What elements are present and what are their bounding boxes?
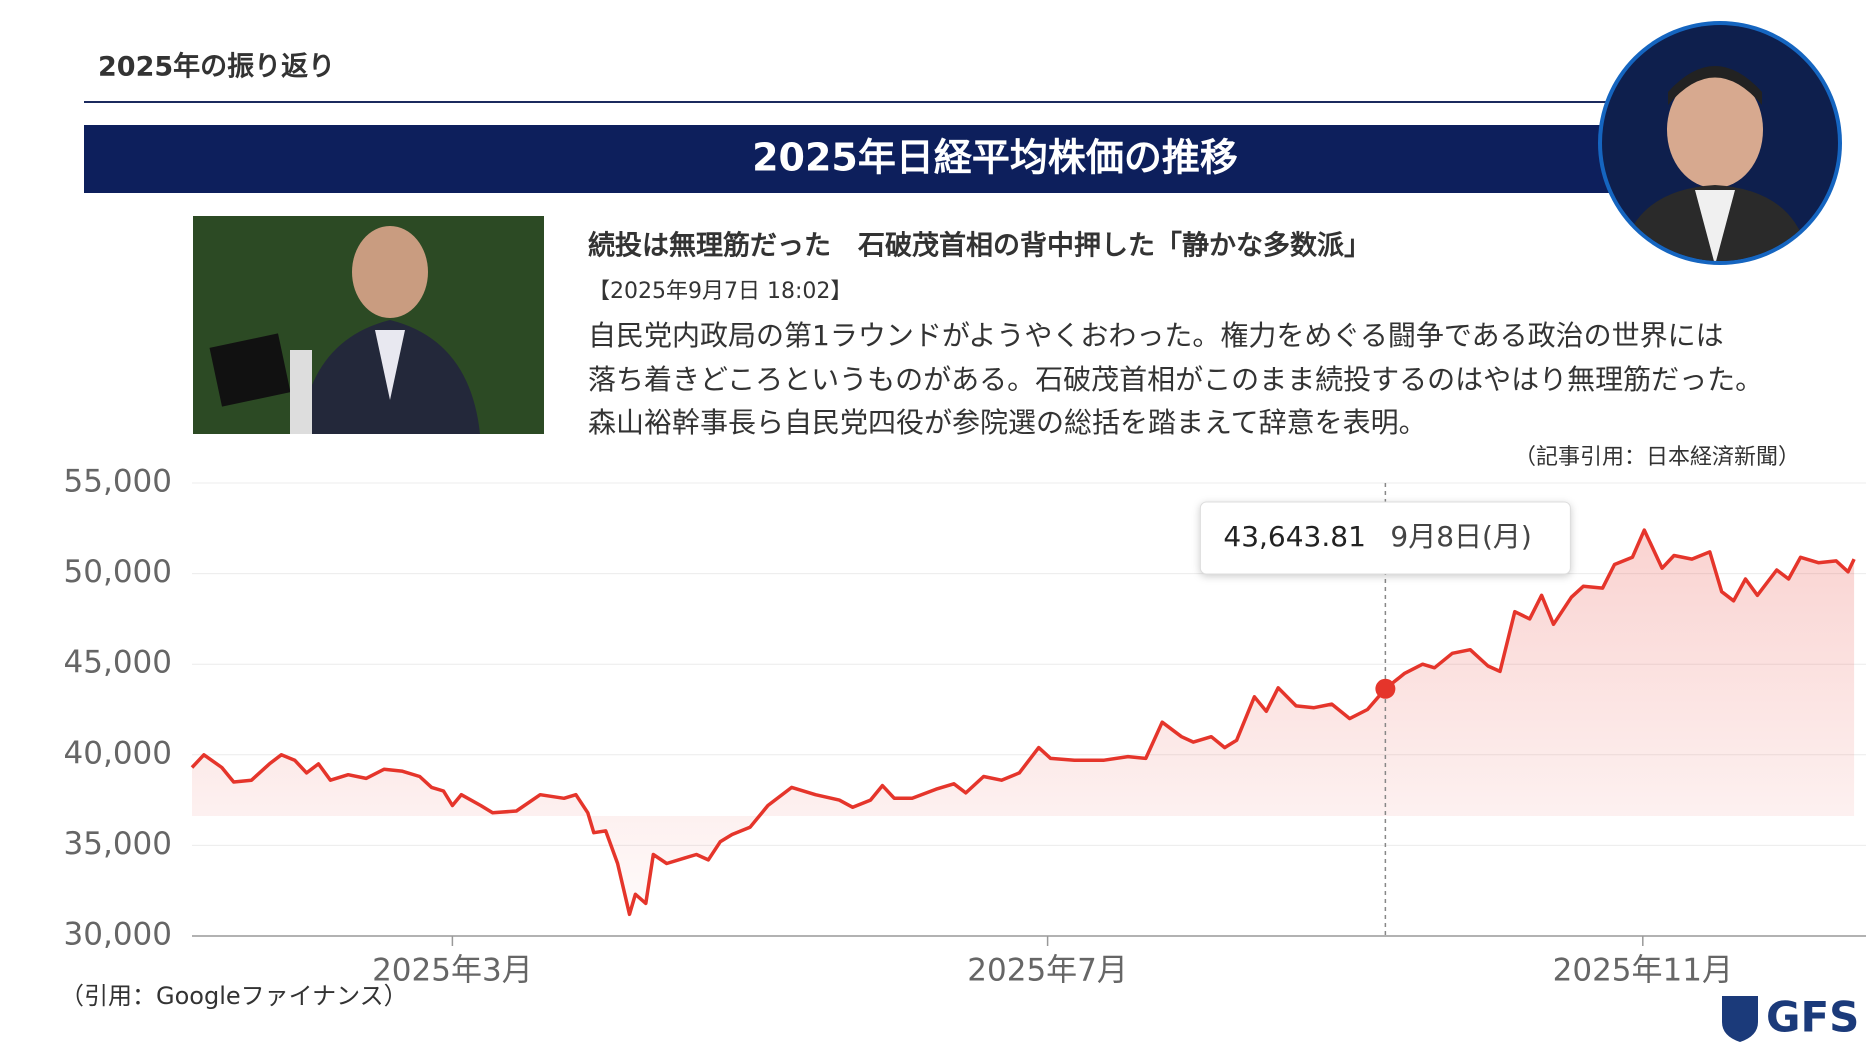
photo <box>193 216 544 434</box>
highlight-point <box>1375 678 1396 699</box>
y-tick-label: 30,000 <box>64 917 172 953</box>
article-source: （記事引用：日本経済新聞） <box>1514 445 1800 470</box>
area <box>192 530 1855 915</box>
article-date: 【2025年9月7日 18:02】 <box>588 279 852 304</box>
banner-title: 2025年日経平均株価の推移 <box>752 136 1238 180</box>
header: 2025年の振り返り <box>98 51 335 83</box>
x-tick-label: 2025年11月 <box>1553 953 1733 989</box>
logo: GFS <box>1766 993 1859 1042</box>
tooltip-box <box>1199 501 1571 575</box>
article-body: 落ち着きどころというものがある。石破茂首相がこのまま続投するのはやはり無理筋だっ… <box>588 363 1763 396</box>
chart-source: （引用：Googleファイナンス） <box>60 982 408 1010</box>
y-tick-label: 45,000 <box>64 645 172 681</box>
article-body: 自民党内政局の第1ラウンドがようやくおわった。権力をめぐる闘争である政治の世界に… <box>588 319 1724 352</box>
webcam <box>1598 21 1842 265</box>
article-headline: 続投は無理筋だった 石破茂首相の背中押した「静かな多数派」 <box>588 230 1371 262</box>
tooltip-value: 43,643.81 <box>1223 520 1366 553</box>
x-tick-label: 2025年7月 <box>967 953 1128 989</box>
article-body: 森山裕幹事長ら自民党四役が参院選の総括を踏まえて辞意を表明。 <box>588 406 1427 439</box>
y-tick-label: 55,000 <box>64 464 172 500</box>
y-tick-label: 50,000 <box>64 554 172 590</box>
line <box>190 528 1856 917</box>
chart: 30,000 35,000 40,000 45,000 50,000 55,000 2025… <box>64 464 1866 989</box>
y-tick-label: 35,000 <box>64 826 172 862</box>
banner <box>84 125 1614 193</box>
y-tick-label: 40,000 <box>64 735 172 771</box>
logo-shield <box>1722 996 1758 1042</box>
tooltip-date: 9月8日(月) <box>1390 520 1531 553</box>
x-tick-label: 2025年3月 <box>372 953 533 989</box>
